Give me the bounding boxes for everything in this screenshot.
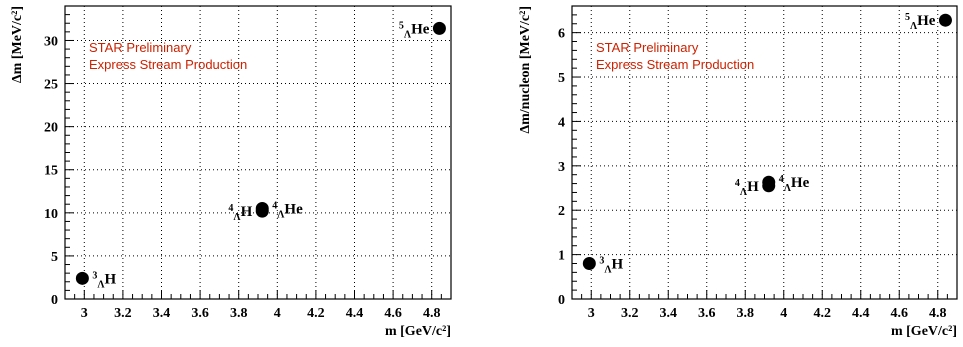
annotation-text: STAR Preliminary: [596, 40, 699, 55]
x-tick-label: 3: [81, 306, 88, 321]
x-tick-label: 4.6: [384, 306, 402, 321]
point-label: 4ΛH: [228, 203, 252, 223]
x-tick-label: 4.6: [891, 306, 909, 321]
point-label: 5ΛHe: [399, 20, 430, 40]
y-tick-label: 15: [44, 164, 58, 179]
point-label: 3ΛH: [92, 270, 116, 290]
label-subscript: Λ: [233, 212, 241, 223]
label-element: H: [105, 271, 117, 287]
y-tick-label: 0: [51, 293, 58, 308]
x-tick-label: 3.4: [660, 306, 678, 321]
y-tick-label: 10: [44, 207, 58, 222]
data-point: [75, 271, 89, 285]
x-tick-label: 3: [588, 306, 595, 321]
y-tick-label: 30: [44, 34, 58, 49]
x-tick-label: 3.2: [621, 306, 639, 321]
annotation-text: Express Stream Production: [89, 57, 247, 72]
y-tick-label: 6: [558, 27, 565, 42]
chart-panel-1: 3 3.2 3.4 3.6 3.8 4 4.2 4.4 4.6 4.8 0 5 10 15 20 25 30 m …: [10, 5, 452, 339]
chart-panel-2: 3 3.2 3.4 3.6 3.8 4 4.2 4.4 4.6 4.8 0 1 2 3 4 5 6 m [GeV/…: [518, 5, 958, 339]
data-point: [762, 175, 776, 189]
y-tick-label: 20: [44, 121, 58, 136]
y-tick-label: 25: [44, 78, 58, 93]
x-axis-title: m [GeV/c²]: [385, 324, 451, 339]
data-point: [432, 21, 446, 35]
data-point: [582, 256, 596, 270]
label-superscript: 4: [228, 203, 233, 214]
y-axis-title: Δm [MeV/c²]: [10, 6, 25, 83]
x-tick-label: 4.8: [929, 306, 947, 321]
label-subscript: Λ: [740, 187, 748, 198]
x-tick-label: 4.4: [346, 306, 364, 321]
point-label: 4ΛHe: [272, 201, 303, 221]
x-tick-label: 4.2: [307, 306, 325, 321]
x-tick-label: 4.8: [423, 306, 441, 321]
x-tick-label: 3.6: [698, 306, 716, 321]
label-subscript: Λ: [910, 21, 918, 32]
y-tick-label: 2: [558, 204, 565, 219]
x-tick-label: 4.2: [814, 306, 832, 321]
x-tick-label: 3.2: [114, 306, 132, 321]
label-superscript: 3: [92, 270, 97, 281]
label-superscript: 5: [399, 20, 404, 31]
label-superscript: 5: [905, 12, 910, 23]
label-element: H: [241, 204, 253, 220]
y-tick-label: 5: [51, 250, 58, 265]
label-subscript: Λ: [404, 29, 412, 40]
label-element: He: [411, 21, 430, 37]
point-label: 3ΛH: [599, 255, 623, 275]
label-subscript: Λ: [97, 279, 105, 290]
label-superscript: 4: [272, 201, 277, 212]
x-tick-label: 3.4: [153, 306, 171, 321]
point-label: 4ΛHe: [779, 174, 810, 194]
label-element: H: [611, 256, 623, 272]
x-tick-label: 4.4: [852, 306, 870, 321]
label-element: H: [747, 179, 759, 195]
data-point: [255, 202, 269, 216]
x-tick-label: 3.8: [230, 306, 248, 321]
label-superscript: 4: [735, 178, 740, 189]
y-tick-label: 3: [558, 160, 565, 175]
point-label: 5ΛHe: [905, 12, 936, 32]
x-tick-label: 3.8: [737, 306, 755, 321]
x-tick-label: 3.6: [191, 306, 209, 321]
label-subscript: Λ: [277, 210, 285, 221]
x-tick-label: 4: [780, 306, 787, 321]
annotation-text: STAR Preliminary: [89, 40, 192, 55]
y-tick-label: 4: [558, 115, 565, 130]
y-axis-title: Δm/nucleon [MeV/c²]: [518, 6, 533, 134]
y-tick-label: 0: [558, 293, 565, 308]
y-tick-label: 5: [558, 71, 565, 86]
label-superscript: 4: [779, 174, 784, 185]
label-subscript: Λ: [784, 183, 792, 194]
point-label: 4ΛH: [735, 178, 759, 198]
annotation-text: Express Stream Production: [596, 57, 754, 72]
x-axis-title: m [GeV/c²]: [891, 324, 957, 339]
label-element: He: [284, 202, 303, 218]
data-point: [938, 13, 952, 27]
label-subscript: Λ: [604, 264, 612, 275]
x-tick-label: 4: [274, 306, 281, 321]
label-superscript: 3: [599, 255, 604, 266]
label-element: He: [917, 13, 936, 29]
y-tick-label: 1: [558, 249, 565, 264]
label-element: He: [791, 175, 810, 191]
